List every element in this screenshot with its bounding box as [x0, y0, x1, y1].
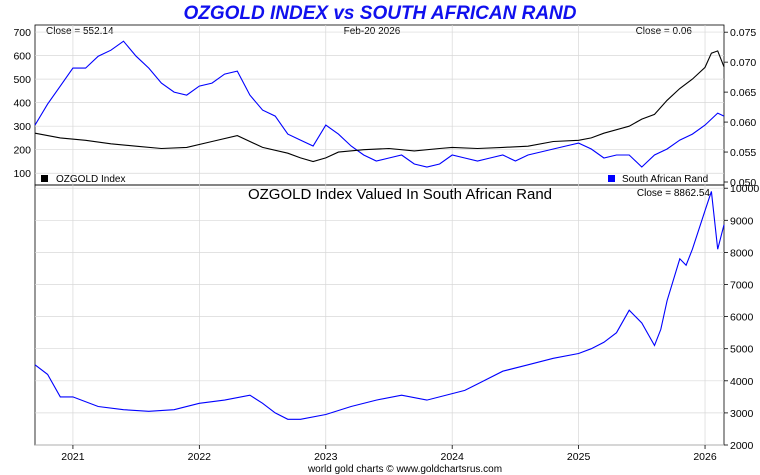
top-right-tick-0.070: 0.070 — [730, 57, 756, 69]
bottom-right-tick-6000: 6000 — [730, 312, 754, 324]
top-panel-grid — [35, 25, 724, 185]
top-left-tick-600: 600 — [13, 51, 31, 63]
top-right-tick-0.065: 0.065 — [730, 87, 756, 99]
legend-swatch-ozgold — [41, 175, 48, 182]
x-tick-label-2025: 2025 — [567, 451, 591, 463]
x-tick-label-2021: 2021 — [61, 451, 85, 463]
top-left-tick-700: 700 — [13, 27, 31, 39]
series-line-ozgold-index — [34, 50, 725, 163]
top-left-tick-200: 200 — [13, 145, 31, 157]
bottom-right-tick-7000: 7000 — [730, 280, 754, 292]
bottom-panel-grid — [35, 185, 724, 446]
bottom-chart-title: OZGOLD Index Valued In South African Ran… — [248, 186, 552, 203]
bottom-right-tick-8000: 8000 — [730, 247, 754, 259]
top-right-tick-0.060: 0.060 — [730, 117, 756, 129]
top-left-tick-100: 100 — [13, 168, 31, 180]
series-layer — [34, 40, 725, 420]
top-date-label: Feb-20 2026 — [344, 26, 401, 37]
bottom-right-axis: 2000 3000 4000 5000 6000 7000 8000 9000 10000 — [724, 183, 759, 452]
bottom-panel-frame — [34, 184, 725, 446]
top-close-left-label: Close = 552.14 — [46, 26, 114, 37]
legend-label-rand: South African Rand — [622, 174, 708, 185]
top-left-tick-300: 300 — [13, 121, 31, 133]
bottom-right-tick-5000: 5000 — [730, 344, 754, 356]
footer-credit: world gold charts © www.goldchartsrus.co… — [307, 464, 502, 475]
x-tick-label-2022: 2022 — [188, 451, 212, 463]
top-right-tick-0.050: 0.050 — [730, 177, 756, 189]
x-tick-label-2026: 2026 — [693, 451, 717, 463]
top-left-axis: 100 200 300 400 500 600 700 — [13, 27, 31, 180]
series-line-ozgold-in-rand — [34, 191, 725, 420]
top-left-tick-500: 500 — [13, 74, 31, 86]
bottom-right-tick-3000: 3000 — [730, 408, 754, 420]
series-line-south-african-rand — [34, 40, 725, 168]
top-right-tick-0.055: 0.055 — [730, 147, 756, 159]
bottom-right-tick-9000: 9000 — [730, 215, 754, 227]
bottom-right-tick-4000: 4000 — [730, 376, 754, 388]
top-right-tick-0.075: 0.075 — [730, 27, 756, 39]
bottom-right-tick-10000: 10000 — [730, 183, 759, 195]
legend-label-ozgold: OZGOLD Index — [56, 174, 125, 185]
bottom-right-tick-2000: 2000 — [730, 440, 754, 452]
x-tick-label-2024: 2024 — [441, 451, 465, 463]
chart-title: OZGOLD INDEX vs SOUTH AFRICAN RAND — [183, 3, 576, 24]
top-close-right-label: Close = 0.06 — [636, 26, 693, 37]
bottom-close-label: Close = 8862.54 — [637, 188, 711, 199]
x-axis: 2021 2022 2023 2024 2025 2026 — [61, 445, 717, 463]
legend-swatch-rand — [608, 175, 615, 182]
top-left-tick-400: 400 — [13, 98, 31, 110]
top-panel-frame — [34, 24, 725, 186]
top-right-axis: 0.050 0.055 0.060 0.065 0.070 0.075 — [724, 27, 756, 189]
x-tick-label-2023: 2023 — [314, 451, 338, 463]
